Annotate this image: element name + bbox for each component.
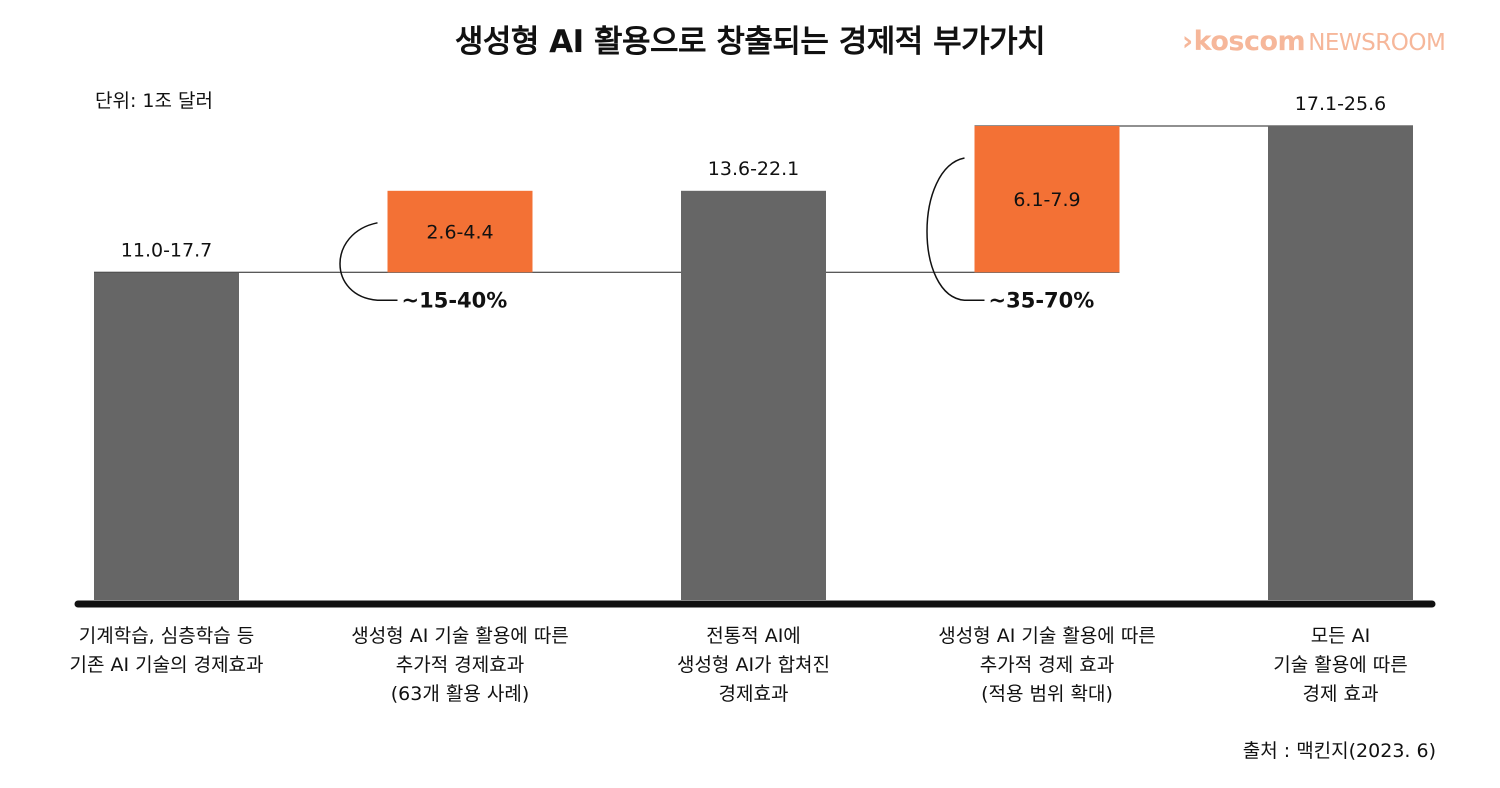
bracket-annotation	[339, 222, 398, 302]
logo-suffix: NEWSROOM	[1308, 30, 1446, 56]
logo-brand: koscom	[1193, 26, 1306, 57]
category-label-line: (적용 범위 확대)	[981, 683, 1113, 705]
category-label-line: (63개 활용 사례)	[391, 683, 529, 705]
category-label-line: 경제 효과	[1303, 683, 1379, 705]
bar-value-label: 11.0-17.7	[121, 239, 212, 261]
bracket-annotation	[926, 157, 985, 302]
chevron-right-icon: ›	[1182, 26, 1193, 57]
increment-bar	[387, 190, 533, 273]
total-bar	[1268, 126, 1413, 600]
category-label-line: 기계학습, 심층학습 등	[79, 625, 254, 647]
increment-bar	[974, 126, 1120, 273]
category-label-line: 생성형 AI 기술 활용에 따른	[351, 625, 569, 647]
category-label-line: 생성형 AI 기술 활용에 따른	[938, 625, 1156, 647]
chart-title: 생성형 AI 활용으로 창출되는 경제적 부가가치	[454, 24, 1046, 60]
category-label-line: 생성형 AI가 합쳐진	[677, 654, 830, 676]
category-label-line: 모든 AI	[1311, 625, 1371, 647]
total-bar	[94, 272, 239, 600]
category-label-line: 추가적 경제 효과	[980, 654, 1114, 676]
total-bar	[681, 190, 826, 600]
category-label-line: 기존 AI 기술의 경제효과	[69, 654, 263, 676]
category-label-line: 전통적 AI에	[706, 625, 801, 647]
bar-value-label: 13.6-22.1	[708, 158, 799, 180]
bar-value-label: 6.1-7.9	[1013, 189, 1080, 211]
logo: ›koscom NEWSROOM	[1182, 26, 1446, 57]
bar-value-label: 2.6-4.4	[426, 222, 493, 244]
percent-annotation: ~35-70%	[989, 288, 1095, 312]
category-label-line: 경제효과	[719, 683, 789, 705]
unit-label: 단위: 1조 달러	[95, 90, 213, 112]
bar-value-label: 17.1-25.6	[1295, 93, 1386, 115]
source-note: 출처 : 맥킨지(2023. 6)	[1242, 740, 1436, 762]
percent-annotation: ~15-40%	[402, 288, 508, 312]
category-label-line: 기술 활용에 따른	[1273, 654, 1407, 676]
category-label-line: 추가적 경제효과	[396, 654, 524, 676]
